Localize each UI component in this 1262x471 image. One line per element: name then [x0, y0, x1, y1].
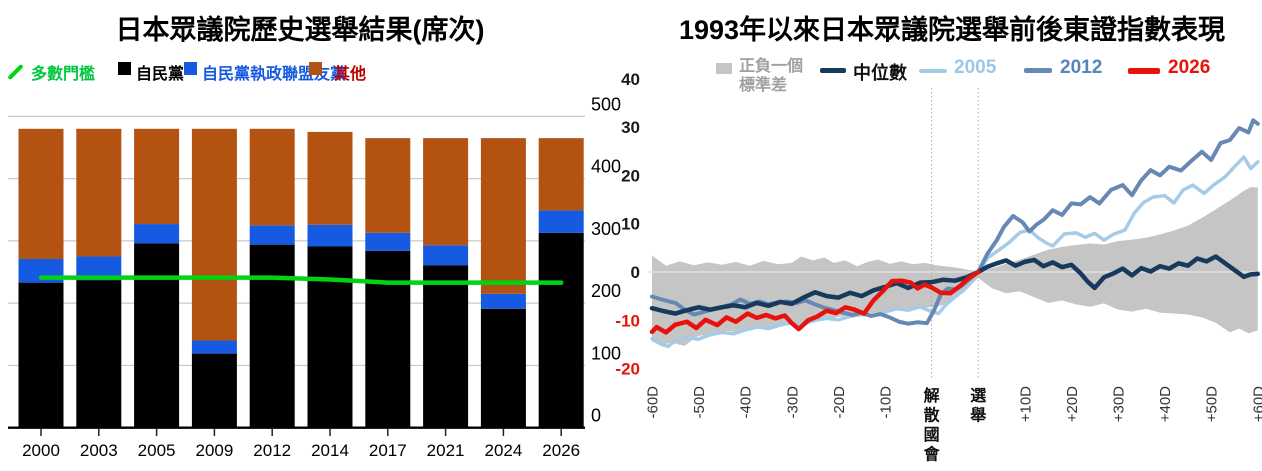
y-tick-label: 100	[591, 343, 621, 363]
bar-ldp	[76, 280, 122, 428]
x-tick-label: +10D	[1017, 386, 1034, 422]
legend-label-2012: 2012	[1060, 57, 1103, 78]
ldp-swatch-icon	[118, 62, 131, 75]
bar-ldp	[365, 250, 411, 428]
series-line-中位數	[649, 254, 1261, 316]
bar-others	[480, 138, 526, 294]
bar-ldp	[191, 353, 237, 428]
y-tick-label: 20	[621, 166, 640, 185]
stdev-band-swatch-icon	[716, 63, 732, 74]
x-tick-label: +50D	[1204, 386, 1221, 422]
right-chart-title: 1993年以來日本眾議院選舉前後東證指數表現	[678, 15, 1226, 45]
y-tick-label: 400	[591, 157, 621, 177]
x-tick-label: -50D	[691, 386, 708, 419]
x-tick-label: -20D	[831, 386, 848, 419]
bar-others	[538, 138, 584, 211]
x-tick-label: 2009	[195, 441, 233, 460]
x-tick-label: +30D	[1111, 386, 1128, 422]
y-tick-label: 300	[591, 219, 621, 239]
legend-label-2005: 2005	[954, 57, 997, 78]
bar-ldp	[538, 232, 584, 428]
x-tick-label-cjk: 散	[924, 406, 941, 425]
x-tick-label: 2024	[484, 441, 522, 460]
x-tick-label: 2026	[542, 441, 580, 460]
legend-label-majority-threshold: 多數門檻	[31, 66, 96, 83]
bar-others	[191, 128, 237, 341]
x-tick-label-cjk: 會	[923, 445, 941, 464]
x-tick-label: +20D	[1064, 386, 1081, 422]
bar-coalition-partner	[134, 224, 180, 244]
y-tick-label: 10	[621, 215, 640, 234]
x-tick-label: -60D	[645, 386, 662, 419]
bar-others	[76, 128, 122, 257]
line-2012-swatch-icon	[1024, 68, 1052, 73]
majority-threshold-line	[38, 275, 564, 285]
bar-coalition-partner	[191, 340, 237, 354]
x-tick-label-cjk: 解	[924, 386, 940, 405]
x-tick-label: -40D	[738, 386, 755, 419]
y-tick-label: 0	[631, 263, 640, 282]
bar-ldp	[480, 308, 526, 428]
coalition-swatch-icon	[184, 62, 197, 75]
bar-others	[134, 128, 180, 225]
bar-ldp	[423, 265, 469, 428]
y-tick-label: -10	[615, 311, 640, 330]
bar-coalition-partner	[249, 225, 295, 245]
stdev-band	[652, 186, 1258, 346]
legend-label-2026: 2026	[1168, 57, 1211, 78]
x-tick-label: -10D	[878, 386, 895, 419]
x-tick-label: 2017	[369, 441, 407, 460]
bar-ldp	[134, 243, 180, 428]
x-tick-label-cjk: 國	[924, 426, 940, 444]
bar-others	[423, 138, 469, 246]
x-tick-label: 2000	[22, 441, 60, 460]
bar-coalition-partner	[538, 210, 584, 233]
bar-ldp	[249, 244, 295, 428]
x-tick-label: +40D	[1157, 386, 1174, 422]
x-tick-label: 2014	[311, 441, 349, 460]
bar-others	[18, 128, 64, 259]
left-bar-chart: 2000 2003 2005 2009 2012 2014 2017 2021 2024 2026…	[8, 94, 621, 460]
line-2005-swatch-icon	[919, 69, 947, 73]
y-tick-label: 500	[591, 94, 621, 114]
y-tick-label: 200	[591, 281, 621, 301]
bar-coalition-partner	[307, 224, 353, 247]
bar-coalition-partner	[423, 245, 469, 266]
y-tick-label: 30	[621, 118, 640, 137]
bar-others	[249, 128, 295, 226]
median-line-swatch-icon	[820, 68, 846, 73]
x-tick-label: 2005	[138, 441, 176, 460]
bar-coalition-partner	[365, 232, 411, 251]
x-tick-label-cjk: 選	[970, 387, 986, 405]
legend-label-others: 其他	[334, 66, 367, 83]
x-tick-label: 2021	[427, 441, 465, 460]
x-tick-label: 2012	[253, 441, 291, 460]
bar-others	[307, 131, 353, 225]
legend-label-ldp: 自民黨	[136, 66, 185, 83]
x-tick-label-cjk: 舉	[969, 407, 987, 425]
y-tick-label: -20	[615, 360, 640, 379]
left-chart-title: 日本眾議院歷史選舉結果(席次)	[115, 15, 485, 45]
y-tick-label: 0	[591, 406, 601, 426]
bar-coalition-partner	[76, 256, 122, 281]
bar-ldp	[307, 246, 353, 428]
x-tick-label: -30D	[784, 386, 801, 419]
x-tick-label: 2003	[80, 441, 118, 460]
legend-label-stdev-band: 正負一個 標準差	[739, 58, 804, 94]
bar-coalition-partner	[480, 293, 526, 309]
series-line-2026	[649, 269, 981, 335]
legend-label-median: 中位數	[853, 63, 907, 83]
others-swatch-icon	[309, 62, 322, 75]
bar-others	[365, 138, 411, 233]
bar-ldp	[18, 282, 64, 428]
x-tick-label: +60D	[1250, 386, 1262, 422]
line-2026-swatch-icon	[1128, 68, 1160, 74]
right-line-chart: 40 30 20 10 0 -10 -20 -60D -50D -40D -30D -20D -10D 解…	[615, 70, 1262, 464]
y-tick-label: 40	[621, 70, 640, 89]
